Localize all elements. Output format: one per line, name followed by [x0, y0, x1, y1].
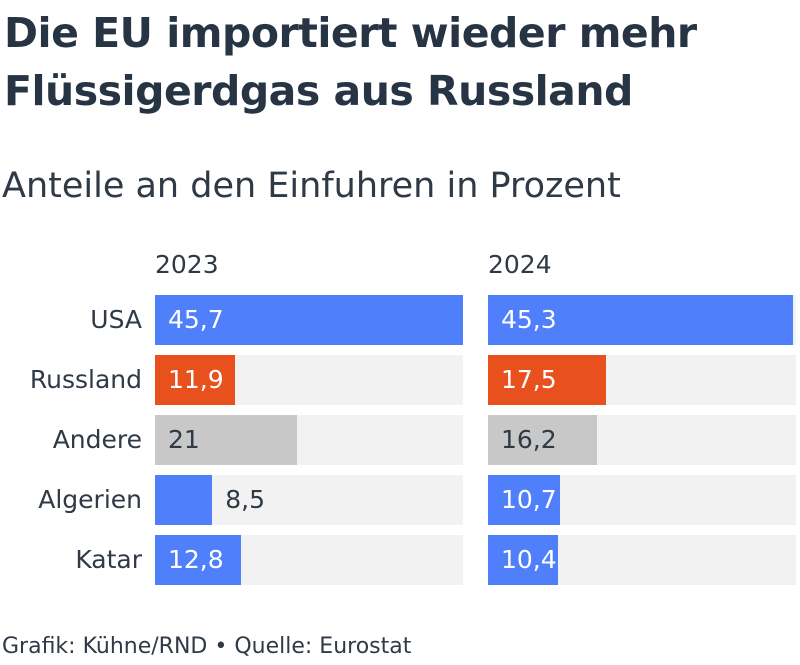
bar-track-andere-2023: 21: [155, 415, 463, 465]
bar-andere-2023: [155, 415, 297, 465]
row-label-andere: Andere: [52, 425, 142, 454]
value-label-katar-2023: 12,8: [168, 545, 224, 574]
year-header-2023: 2023: [155, 250, 219, 279]
chart-title: Die EU importiert wieder mehr Flüssigerd…: [4, 9, 697, 115]
bar-track-katar-2024: 10,4: [488, 535, 796, 585]
value-label-algerien-2024: 10,7: [501, 485, 557, 514]
row-label-russland: Russland: [29, 365, 142, 394]
row-label-usa: USA: [90, 305, 142, 334]
bar-katar-2024: [488, 535, 559, 585]
bar-andere-2024: [488, 415, 598, 465]
source-footer: Grafik: Kühne/RND • Quelle: Eurostat: [2, 634, 412, 659]
row-label-katar: Katar: [75, 545, 142, 574]
bar-russland-2023: [155, 355, 236, 405]
bar-track-algerien-2024: 10,7: [488, 475, 796, 525]
row-label-algerien: Algerien: [38, 485, 142, 514]
value-label-algerien-2023: 8,5: [225, 485, 266, 514]
value-label-russland-2023: 11,9: [168, 365, 224, 394]
bar-algerien-2023: [155, 475, 213, 525]
bar-track-algerien-2023: 8,5: [155, 475, 463, 525]
bar-russland-2024: [488, 355, 606, 405]
bar-usa-2023: [155, 295, 463, 345]
value-label-usa-2024: 45,3: [501, 305, 557, 334]
bar-usa-2024: [488, 295, 794, 345]
year-header-2024: 2024: [488, 250, 552, 279]
value-label-russland-2024: 17,5: [501, 365, 557, 394]
bar-track-andere-2024: 16,2: [488, 415, 796, 465]
bar-algerien-2024: [488, 475, 561, 525]
bar-track-usa-2024: 45,3: [488, 295, 796, 345]
value-label-katar-2024: 10,4: [501, 545, 557, 574]
value-label-andere-2023: 21: [168, 425, 200, 454]
value-label-andere-2024: 16,2: [501, 425, 557, 454]
value-label-usa-2023: 45,7: [168, 305, 224, 334]
bar-track-katar-2023: 12,8: [155, 535, 463, 585]
chart-subtitle: Anteile an den Einfuhren in Prozent: [2, 166, 621, 206]
bar-katar-2023: [155, 535, 242, 585]
bar-track-russland-2023: 11,9: [155, 355, 463, 405]
bar-track-usa-2023: 45,7: [155, 295, 463, 345]
bar-track-russland-2024: 17,5: [488, 355, 796, 405]
